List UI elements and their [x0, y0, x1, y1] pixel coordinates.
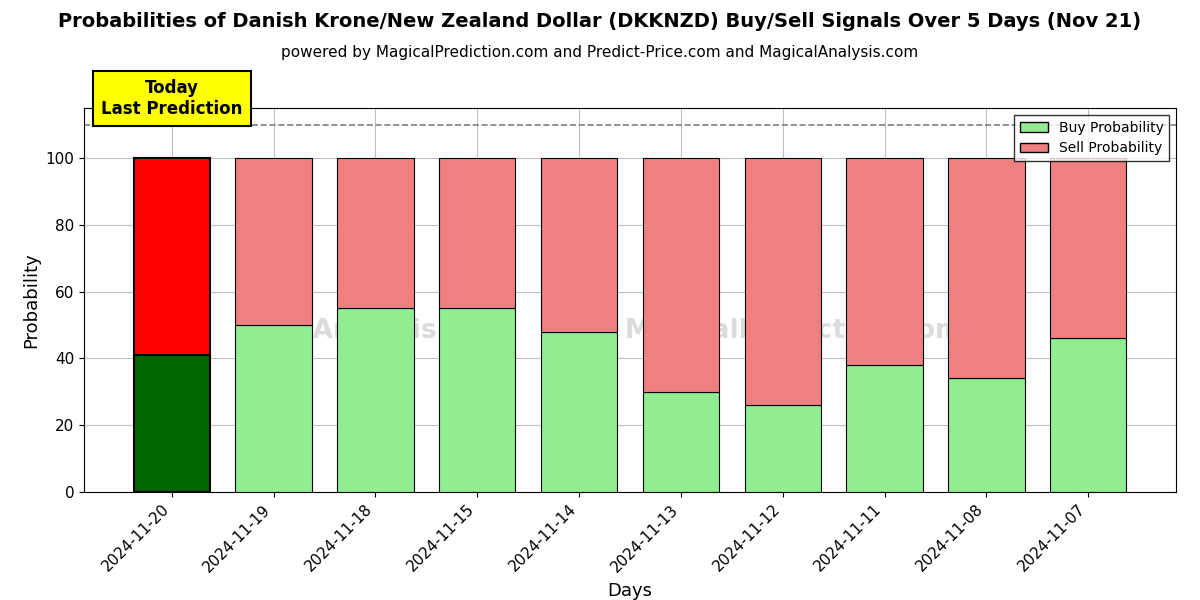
Bar [1050, 158, 1127, 338]
Bar [541, 332, 617, 492]
Bar [744, 405, 821, 492]
Legend: Buy Probability, Sell Probability: Buy Probability, Sell Probability [1014, 115, 1169, 161]
Bar [235, 158, 312, 325]
Text: MagicalPrediction.com: MagicalPrediction.com [624, 318, 964, 344]
Bar [541, 158, 617, 332]
Bar [439, 158, 516, 308]
Bar [133, 158, 210, 355]
Bar [643, 158, 719, 392]
Bar [337, 308, 414, 492]
Bar [846, 365, 923, 492]
Bar [133, 355, 210, 492]
Bar [1050, 338, 1127, 492]
Bar [337, 158, 414, 308]
Bar [235, 325, 312, 492]
Bar [744, 158, 821, 405]
Bar [643, 392, 719, 492]
Text: Today
Last Prediction: Today Last Prediction [101, 79, 242, 118]
X-axis label: Days: Days [607, 581, 653, 599]
Text: calAnalysis.com: calAnalysis.com [271, 318, 509, 344]
Y-axis label: Probability: Probability [22, 252, 40, 348]
Bar [948, 158, 1025, 379]
Bar [846, 158, 923, 365]
Text: powered by MagicalPrediction.com and Predict-Price.com and MagicalAnalysis.com: powered by MagicalPrediction.com and Pre… [281, 45, 919, 60]
Bar [439, 308, 516, 492]
Text: Probabilities of Danish Krone/New Zealand Dollar (DKKNZD) Buy/Sell Signals Over : Probabilities of Danish Krone/New Zealan… [59, 12, 1141, 31]
Bar [948, 379, 1025, 492]
